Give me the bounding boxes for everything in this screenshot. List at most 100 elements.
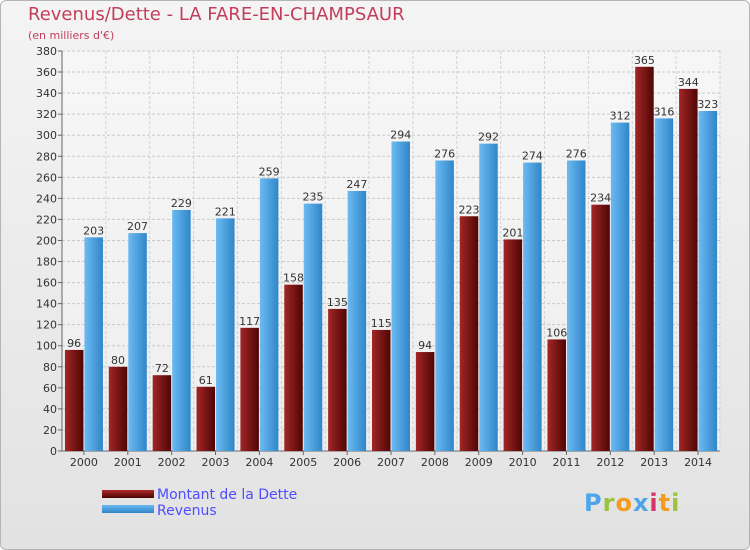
y-tick-label: 340: [36, 87, 57, 100]
data-label-revenus: 247: [346, 178, 367, 191]
data-label-revenus: 203: [83, 224, 104, 237]
bar-revenus: [479, 143, 498, 451]
data-label-revenus: 323: [697, 98, 718, 111]
data-label-dette: 94: [418, 339, 432, 352]
bar-dette: [240, 327, 259, 451]
x-tick-label: 2012: [596, 456, 624, 469]
x-tick-label: 2009: [465, 456, 493, 469]
data-label-revenus: 221: [215, 205, 236, 218]
bar-revenus: [698, 111, 718, 451]
bar-dette: [328, 308, 347, 451]
bar-revenus: [610, 122, 630, 451]
data-label-dette: 344: [678, 76, 699, 89]
y-tick-label: 160: [36, 277, 57, 290]
y-tick-label: 260: [36, 171, 57, 184]
y-tick-label: 80: [43, 361, 57, 374]
y-tick-label: 200: [36, 234, 57, 247]
data-label-revenus: 274: [522, 150, 543, 163]
legend-label-dette: Montant de la Dette: [157, 487, 298, 503]
y-tick-label: 180: [36, 256, 57, 269]
x-tick-label: 2004: [245, 456, 273, 469]
x-tick-label: 2005: [289, 456, 317, 469]
bar-dette: [459, 216, 479, 451]
data-label-dette: 234: [590, 192, 611, 205]
data-label-dette: 115: [371, 317, 392, 330]
plot-area: [62, 51, 720, 451]
bar-revenus: [566, 160, 586, 451]
y-tick-label: 40: [43, 403, 57, 416]
bar-revenus: [216, 218, 235, 451]
chart-title: Revenus/Dette - LA FARE-EN-CHAMPSAUR: [28, 4, 405, 25]
data-label-revenus: 229: [171, 197, 192, 210]
bar-revenus: [84, 237, 103, 451]
x-tick-label: 2001: [114, 456, 142, 469]
x-tick-label: 2003: [202, 456, 230, 469]
data-label-dette: 117: [239, 315, 260, 328]
data-label-revenus: 207: [127, 220, 148, 233]
x-tick-label: 2000: [70, 456, 98, 469]
logo-letter: P: [584, 489, 603, 517]
legend-swatch-revenus: [102, 505, 154, 513]
y-tick-label: 380: [36, 45, 57, 58]
data-label-dette: 135: [327, 296, 348, 309]
bar-revenus: [347, 191, 367, 451]
y-tick-label: 320: [36, 108, 57, 121]
y-tick-label: 120: [36, 319, 57, 332]
y-tick-label: 20: [43, 424, 57, 437]
data-label-dette: 158: [283, 272, 304, 285]
bar-dette: [372, 329, 391, 451]
data-label-dette: 365: [634, 54, 655, 67]
data-label-revenus: 276: [566, 147, 587, 160]
bar-dette: [679, 88, 698, 451]
data-label-dette: 201: [502, 226, 523, 239]
data-label-revenus: 235: [303, 191, 324, 204]
bar-dette: [591, 204, 610, 451]
chart-subtitle: (en milliers d'€): [28, 29, 115, 42]
data-label-dette: 61: [199, 374, 213, 387]
y-tick-label: 0: [50, 445, 57, 458]
bar-dette: [196, 386, 216, 451]
x-tick-label: 2007: [377, 456, 405, 469]
legend-swatch-dette: [102, 490, 154, 498]
x-tick-label: 2008: [421, 456, 449, 469]
logo-letter: x: [632, 489, 650, 517]
bar-revenus: [391, 141, 410, 452]
bar-revenus: [303, 203, 323, 451]
y-tick-label: 60: [43, 382, 57, 395]
logo-letter: i: [671, 489, 681, 517]
data-label-revenus: 294: [390, 129, 411, 142]
bar-dette: [547, 339, 566, 451]
data-label-dette: 106: [546, 326, 567, 339]
bar-dette: [284, 284, 303, 451]
data-label-revenus: 316: [653, 105, 674, 118]
bar-revenus: [654, 118, 674, 452]
y-tick-label: 360: [36, 66, 57, 79]
logo-letter: i: [649, 489, 659, 517]
bar-dette: [503, 239, 523, 451]
logo-letter: r: [602, 489, 616, 517]
bar-revenus: [435, 160, 454, 451]
data-label-dette: 96: [67, 337, 81, 350]
bar-dette: [108, 366, 128, 451]
data-label-dette: 223: [458, 203, 479, 216]
y-tick-label: 240: [36, 192, 57, 205]
data-label-revenus: 292: [478, 131, 499, 144]
x-tick-label: 2014: [684, 456, 712, 469]
data-label-dette: 80: [111, 354, 125, 367]
x-tick-label: 2011: [552, 456, 580, 469]
x-tick-label: 2013: [640, 456, 668, 469]
y-tick-label: 280: [36, 150, 57, 163]
x-tick-label: 2006: [333, 456, 361, 469]
y-tick-label: 140: [36, 298, 57, 311]
data-label-dette: 72: [155, 362, 169, 375]
data-label-revenus: 259: [259, 165, 280, 178]
data-label-revenus: 276: [434, 147, 455, 160]
bar-revenus: [128, 233, 147, 451]
bar-dette: [415, 352, 435, 451]
bar-dette: [152, 375, 172, 451]
bar-dette: [64, 349, 84, 451]
data-label-revenus: 312: [610, 110, 631, 123]
y-tick-label: 220: [36, 213, 57, 226]
